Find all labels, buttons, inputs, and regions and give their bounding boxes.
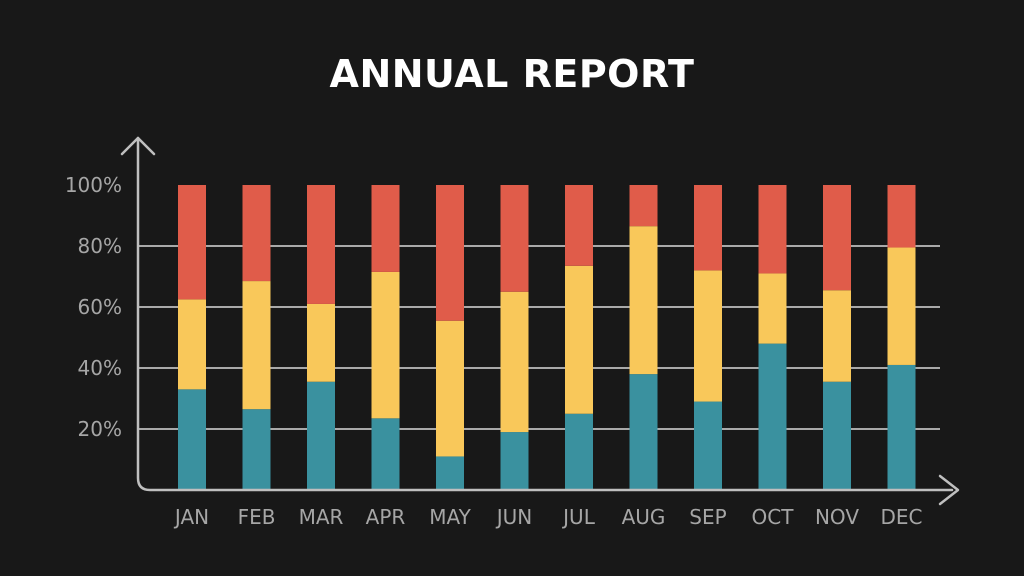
- x-tick-label-feb: FEB: [238, 505, 276, 529]
- bar-segment-nov-1: [823, 290, 851, 382]
- bar-segment-dec-1: [887, 247, 916, 365]
- y-tick-label-100: 100%: [65, 173, 122, 197]
- bars: [178, 185, 916, 490]
- bar-segment-jul-1: [565, 265, 593, 414]
- bar-segment-sep-1: [694, 270, 722, 402]
- bar-segment-jan-0: [178, 389, 206, 490]
- bar-segment-jan-2: [178, 185, 206, 300]
- x-tick-label-jan: JAN: [173, 505, 209, 529]
- bar-segment-may-1: [436, 320, 464, 457]
- y-tick-label-60: 60%: [78, 295, 122, 319]
- x-tick-label-nov: NOV: [815, 505, 859, 529]
- y-tick-labels: 20% 40% 60% 80% 100%: [65, 173, 122, 441]
- axis-line: [136, 136, 954, 492]
- bar-segment-apr-0: [371, 418, 400, 490]
- bar-segment-aug-1: [629, 226, 658, 375]
- bar-segment-oct-0: [758, 343, 787, 490]
- y-tick-label-20: 20%: [78, 417, 122, 441]
- bar-segment-apr-1: [371, 271, 400, 419]
- bar-segment-jul-0: [565, 413, 593, 490]
- bar-segment-mar-2: [307, 185, 335, 304]
- bar-segment-may-0: [436, 456, 464, 490]
- bar-segment-jun-1: [500, 291, 529, 433]
- x-tick-label-jun: JUN: [495, 505, 533, 529]
- bar-segment-aug-0: [629, 374, 658, 490]
- bar-segment-jun-2: [500, 185, 529, 292]
- y-axis-arrow-icon: [120, 136, 156, 156]
- bar-segment-oct-1: [758, 273, 787, 344]
- bar-segment-mar-1: [307, 303, 335, 382]
- bar-segment-jul-2: [565, 185, 593, 266]
- bar-segment-oct-2: [758, 185, 787, 274]
- x-tick-label-aug: AUG: [622, 505, 666, 529]
- bar-segment-nov-0: [823, 381, 851, 490]
- x-tick-label-mar: MAR: [299, 505, 344, 529]
- bar-segment-aug-2: [629, 185, 658, 227]
- bar-segment-apr-2: [371, 185, 400, 272]
- bar-segment-feb-0: [242, 409, 271, 490]
- y-tick-label-80: 80%: [78, 234, 122, 258]
- gridlines: [138, 245, 940, 430]
- bar-segment-sep-0: [694, 401, 722, 490]
- y-tick-label-40: 40%: [78, 356, 122, 380]
- bar-segment-dec-0: [887, 364, 916, 490]
- bar-segment-nov-2: [823, 185, 851, 291]
- x-tick-label-may: MAY: [429, 505, 471, 529]
- axes: [120, 136, 960, 506]
- bar-segment-jun-0: [500, 432, 529, 490]
- bar-segment-may-2: [436, 185, 464, 321]
- bar-segment-sep-2: [694, 185, 722, 271]
- x-tick-label-apr: APR: [366, 505, 406, 529]
- x-tick-labels: JAN FEB MAR APR MAY JUN JUL AUG SEP OCT NOV DEC: [173, 505, 923, 529]
- chart-title: ANNUAL REPORT: [329, 52, 695, 96]
- x-tick-label-jul: JUL: [561, 505, 596, 529]
- bar-segment-mar-0: [307, 381, 335, 490]
- bar-segment-jan-1: [178, 299, 206, 390]
- x-tick-label-dec: DEC: [880, 505, 922, 529]
- x-tick-label-oct: OCT: [752, 505, 795, 529]
- x-axis-arrow-icon: [938, 474, 960, 506]
- bar-segment-feb-2: [242, 185, 271, 282]
- bar-segment-dec-2: [887, 185, 916, 248]
- bar-segment-feb-1: [242, 281, 271, 410]
- x-tick-label-sep: SEP: [689, 505, 726, 529]
